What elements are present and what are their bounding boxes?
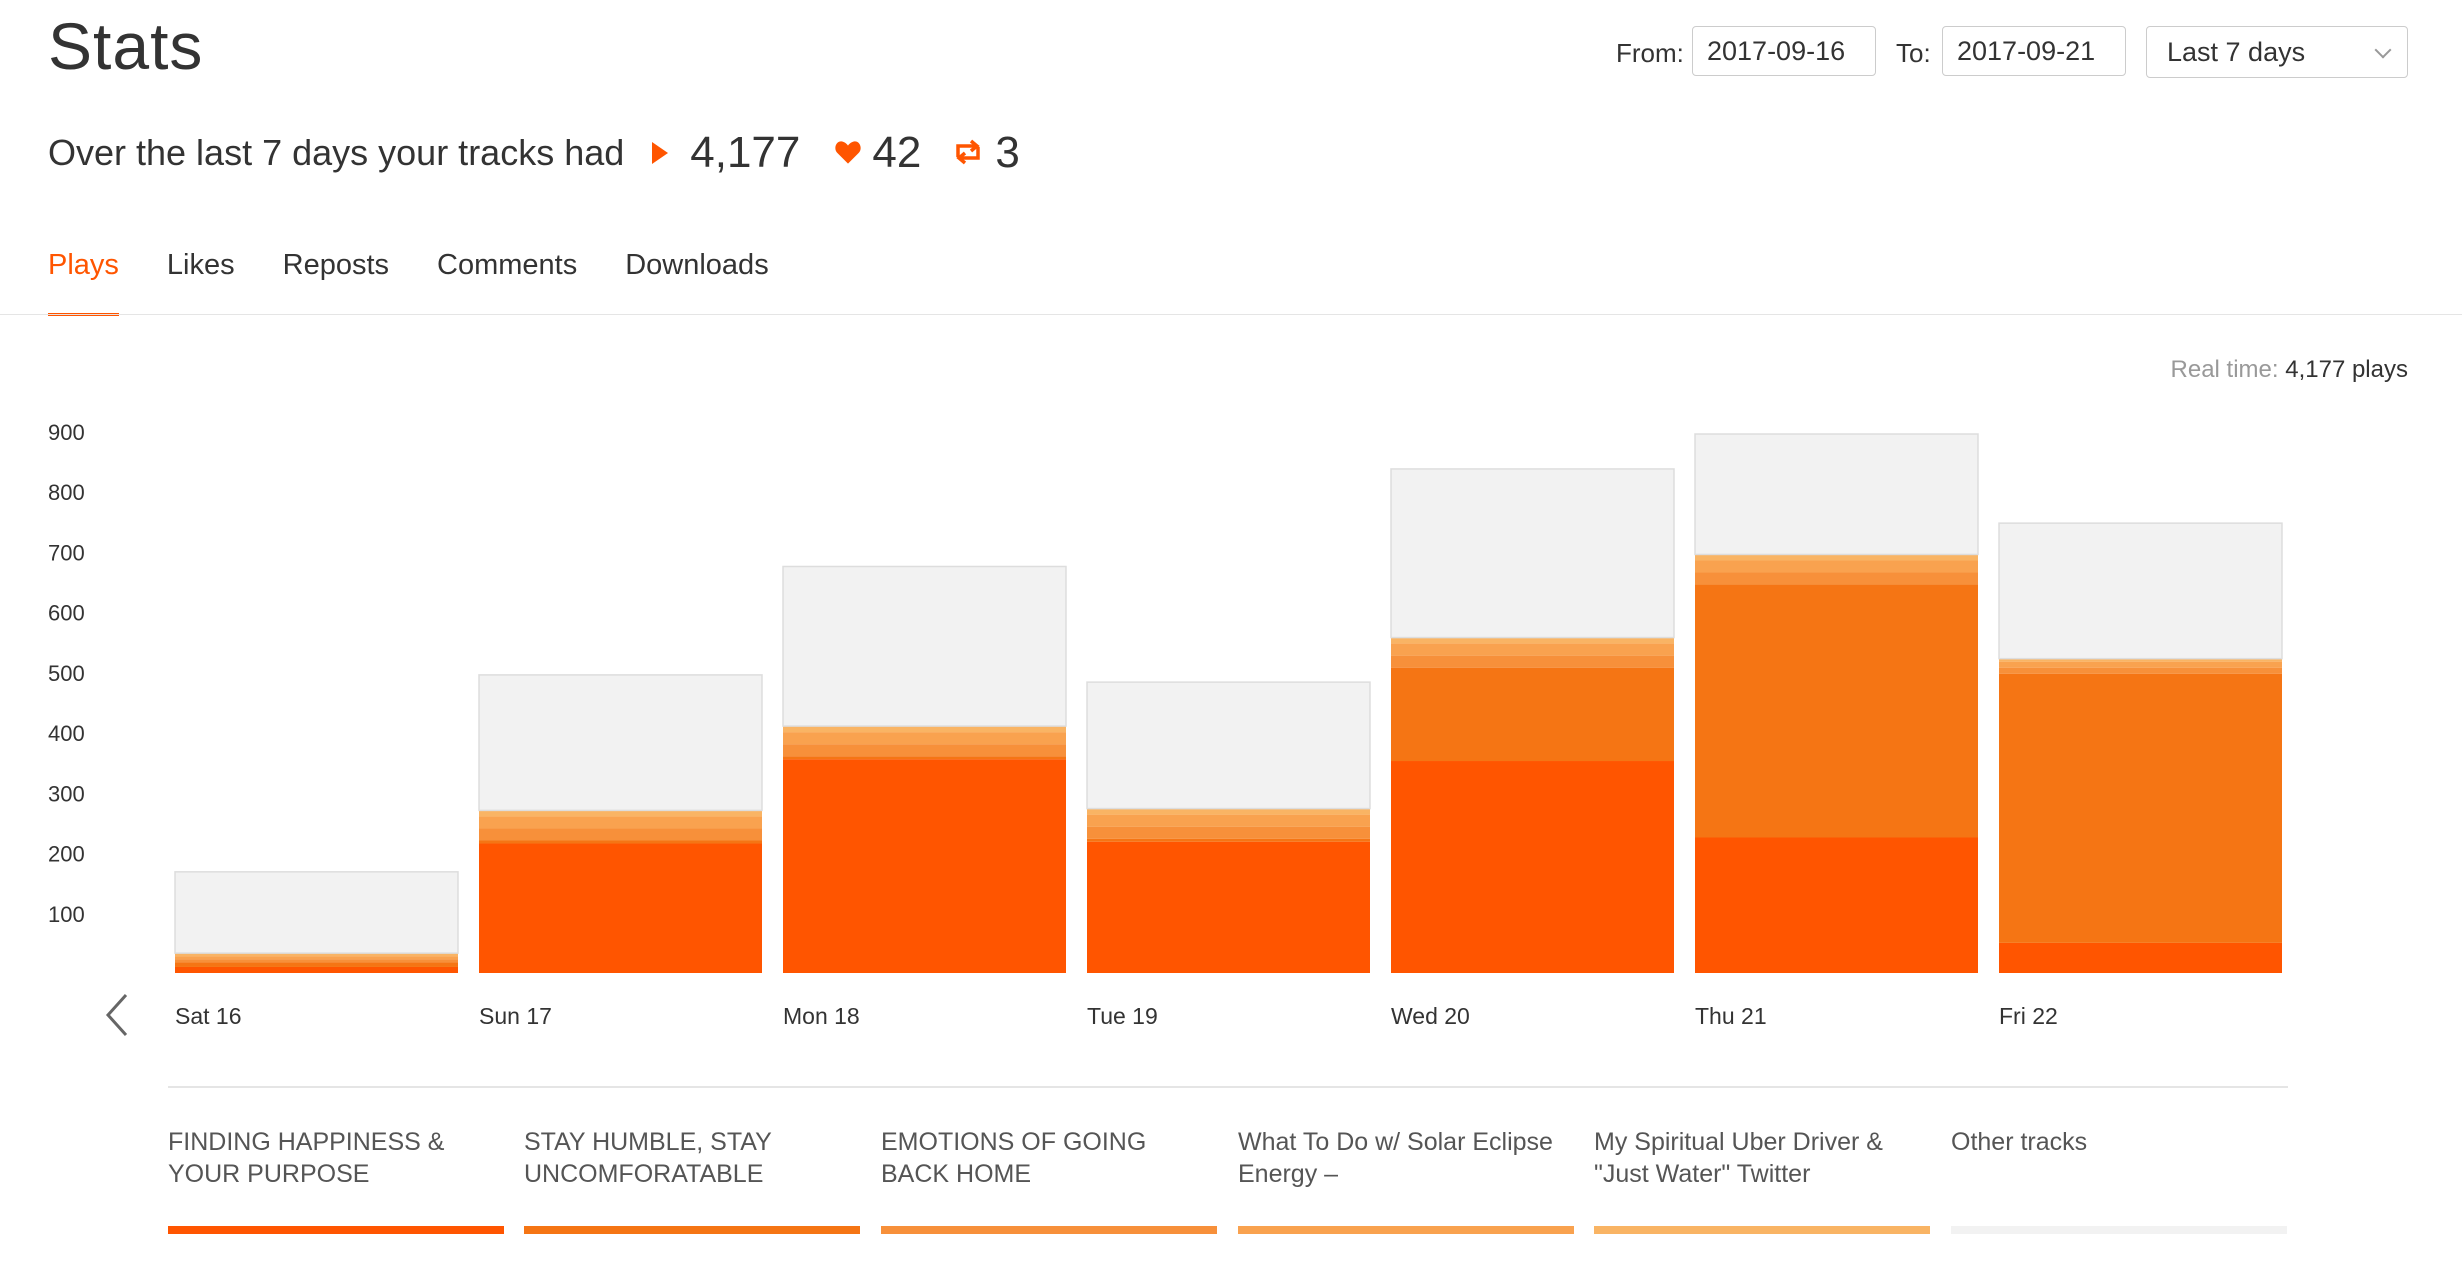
to-date-input[interactable]: 2017-09-21 bbox=[1942, 26, 2126, 76]
bar-segment[interactable] bbox=[1087, 826, 1370, 839]
y-tick-label: 500 bbox=[48, 661, 85, 686]
bar-segment[interactable] bbox=[1087, 841, 1370, 973]
bar-segment[interactable] bbox=[175, 956, 458, 960]
chevron-left-icon[interactable] bbox=[104, 992, 130, 1038]
play-icon bbox=[652, 142, 669, 164]
bar-segment[interactable] bbox=[1695, 554, 1978, 561]
legend-item-label[interactable]: What To Do w/ Solar Eclipse Energy – bbox=[1238, 1128, 1553, 1188]
realtime-value: 4,177 plays bbox=[2285, 356, 2408, 383]
y-tick-label: 700 bbox=[48, 540, 85, 565]
x-tick-label: Sat 16 bbox=[175, 1003, 242, 1029]
bar-segment[interactable] bbox=[783, 732, 1066, 745]
date-range-selected: Last 7 days bbox=[2167, 37, 2306, 67]
legend-color-swatch bbox=[524, 1226, 860, 1234]
summary-text: Over the last 7 days your tracks had bbox=[48, 132, 625, 173]
bar-segment[interactable] bbox=[782, 565, 1067, 727]
heart-icon bbox=[834, 132, 862, 174]
bar-segment[interactable] bbox=[1087, 838, 1370, 842]
y-tick-label: 400 bbox=[48, 721, 85, 746]
y-tick-label: 100 bbox=[48, 902, 85, 927]
legend-color-swatch bbox=[1238, 1226, 1574, 1234]
bar-segment[interactable] bbox=[783, 744, 1066, 757]
bar-segment[interactable] bbox=[1999, 942, 2282, 973]
bar-segment[interactable] bbox=[783, 726, 1066, 733]
legend-item-label[interactable]: Other tracks bbox=[1951, 1128, 2088, 1156]
likes-count: 42 bbox=[872, 128, 922, 177]
bar-segment[interactable] bbox=[479, 810, 762, 817]
y-tick-label: 900 bbox=[48, 420, 85, 445]
bar-segment[interactable] bbox=[175, 959, 458, 963]
bar-segment[interactable] bbox=[1391, 667, 1674, 762]
bar-segment[interactable] bbox=[1391, 643, 1674, 656]
bar-segment[interactable] bbox=[1998, 522, 2283, 660]
bar-segment[interactable] bbox=[1391, 761, 1674, 973]
bar-segment[interactable] bbox=[1695, 584, 1978, 838]
bar-segment[interactable] bbox=[1390, 468, 1675, 639]
tab-downloads[interactable]: Downloads bbox=[625, 249, 769, 281]
from-label: From: bbox=[1616, 38, 1684, 68]
bar-segment[interactable] bbox=[1999, 661, 2282, 668]
bar-segment[interactable] bbox=[1695, 560, 1978, 573]
y-tick-label: 800 bbox=[48, 480, 85, 505]
realtime-stat: Real time: 4,177 plays bbox=[2171, 356, 2408, 384]
bar-segment[interactable] bbox=[174, 871, 459, 954]
legend-color-swatch bbox=[168, 1226, 504, 1234]
x-tick-label: Tue 19 bbox=[1087, 1003, 1158, 1029]
bar-segment[interactable] bbox=[1695, 572, 1978, 585]
y-tick-label: 200 bbox=[48, 842, 85, 867]
legend-item-label[interactable]: STAY HUMBLE, STAY UNCOMFORATABLE bbox=[524, 1128, 772, 1188]
from-date-input[interactable]: 2017-09-16 bbox=[1692, 26, 1876, 76]
bar-segment[interactable] bbox=[1999, 673, 2282, 943]
legend-item-label[interactable]: My Spiritual Uber Driver & "Just Water" … bbox=[1594, 1128, 1883, 1188]
x-tick-label: Mon 18 bbox=[783, 1003, 860, 1029]
bar-segment[interactable] bbox=[478, 674, 763, 812]
bar-segment[interactable] bbox=[479, 843, 762, 973]
repost-icon bbox=[953, 132, 983, 174]
bar-segment[interactable] bbox=[783, 756, 1066, 760]
legend-item-label[interactable]: EMOTIONS OF GOING BACK HOME bbox=[881, 1128, 1147, 1188]
page-title: Stats bbox=[48, 9, 204, 83]
tab-reposts[interactable]: Reposts bbox=[282, 249, 390, 281]
bar-segment[interactable] bbox=[175, 966, 458, 973]
tabs-divider bbox=[0, 314, 2462, 315]
tab-likes[interactable]: Likes bbox=[166, 249, 235, 281]
bar-segment[interactable] bbox=[1087, 808, 1370, 815]
reposts-count: 3 bbox=[995, 128, 1020, 177]
bar-segment[interactable] bbox=[1086, 681, 1371, 810]
bar-segment[interactable] bbox=[1391, 637, 1674, 644]
x-tick-label: Sun 17 bbox=[479, 1003, 552, 1029]
bar-segment[interactable] bbox=[1694, 433, 1979, 556]
tab-plays[interactable]: Plays bbox=[48, 240, 119, 316]
plays-count: 4,177 bbox=[690, 128, 801, 177]
chevron-down-icon bbox=[2374, 41, 2392, 59]
bar-segment[interactable] bbox=[1391, 655, 1674, 668]
realtime-label: Real time: bbox=[2170, 356, 2279, 383]
date-range-select[interactable]: Last 7 days bbox=[2146, 26, 2408, 78]
x-tick-label: Fri 22 bbox=[1999, 1003, 2058, 1029]
legend-color-swatch bbox=[881, 1226, 1217, 1234]
bar-segment[interactable] bbox=[175, 953, 458, 957]
plays-chart: 100 200 300 400 500 600 700 800 900 Sat 16 Sun 17 M… bbox=[48, 420, 2283, 1029]
bar-segment[interactable] bbox=[175, 962, 458, 967]
x-tick-label: Thu 21 bbox=[1695, 1003, 1767, 1029]
bar-segment[interactable] bbox=[783, 759, 1066, 973]
legend-divider bbox=[168, 1086, 2288, 1088]
stats-summary: Over the last 7 days your tracks had 4,1… bbox=[48, 128, 1020, 178]
y-tick-label: 300 bbox=[48, 781, 85, 806]
bar-segment[interactable] bbox=[479, 828, 762, 841]
legend-color-swatch bbox=[1594, 1226, 1930, 1234]
bar-segment[interactable] bbox=[479, 840, 762, 844]
bar-segment[interactable] bbox=[1999, 667, 2282, 674]
legend-item-label[interactable]: FINDING HAPPINESS & YOUR PURPOSE bbox=[168, 1128, 445, 1188]
bar-segment[interactable] bbox=[1087, 814, 1370, 827]
x-tick-label: Wed 20 bbox=[1391, 1003, 1470, 1029]
tab-comments[interactable]: Comments bbox=[437, 249, 578, 281]
to-label: To: bbox=[1896, 38, 1931, 68]
stats-tabs: Plays Likes Reposts Comments Downloads bbox=[48, 240, 817, 316]
legend-color-swatch bbox=[1951, 1226, 2287, 1234]
bar-segment[interactable] bbox=[1999, 658, 2282, 662]
bar-segment[interactable] bbox=[1695, 837, 1978, 974]
bar-segment[interactable] bbox=[479, 816, 762, 829]
y-tick-label: 600 bbox=[48, 601, 85, 626]
